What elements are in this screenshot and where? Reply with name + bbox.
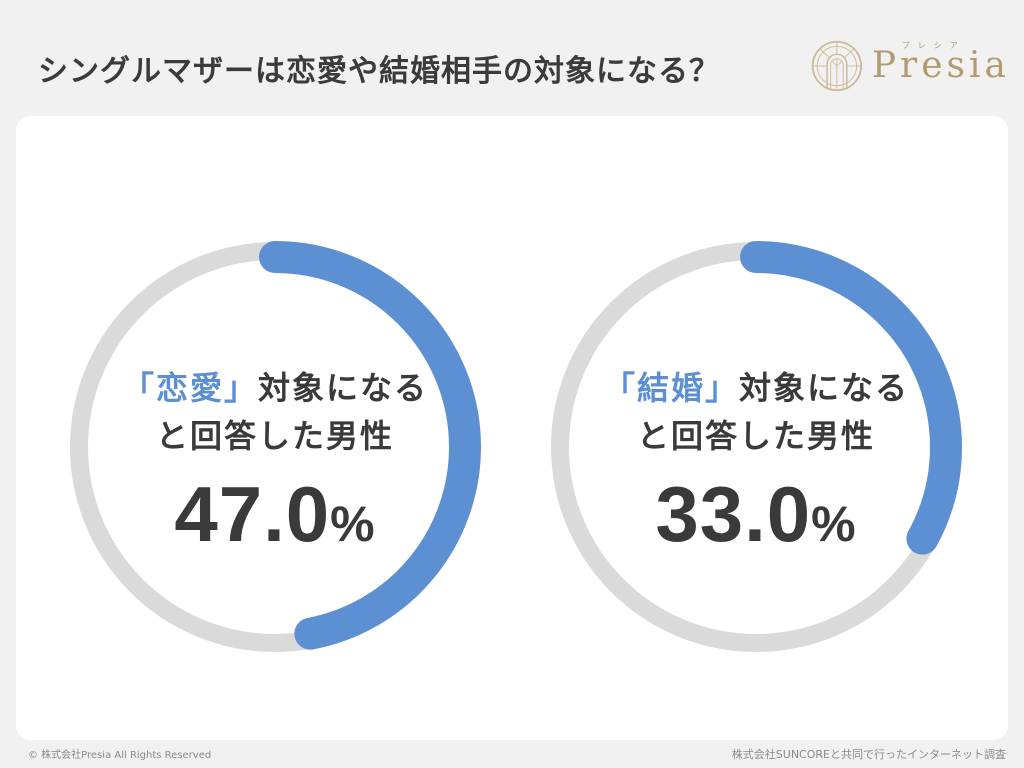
arched-window-icon: [811, 40, 863, 92]
label-rest: 対象になる: [258, 369, 429, 407]
donut-ring: [550, 241, 962, 653]
copyright-text: © 株式会社Presia All Rights Reserved: [28, 750, 212, 761]
value-unit: %: [811, 496, 857, 552]
source-note: 株式会社SUNCOREと共同で行ったインターネット調査: [731, 748, 1006, 761]
donut-ring: [69, 241, 481, 653]
logo-kana: プレシア: [901, 41, 966, 50]
value-unit: %: [330, 496, 376, 552]
donut-chart-romance: 「恋愛」対象になる と回答した男性 47.0%: [65, 237, 485, 657]
donut-chart-marriage: 「結婚」対象になる と回答した男性 33.0%: [546, 237, 966, 657]
ring-label: 「恋愛」対象になる と回答した男性 47.0%: [65, 237, 485, 657]
brand-logo: プレシア Presia: [810, 36, 1010, 96]
percent-value: 47.0%: [65, 469, 485, 560]
progress-arc: [69, 241, 481, 653]
keyword-label: 「恋愛」: [121, 369, 258, 407]
label-line2: と回答した男性: [636, 417, 875, 455]
page-title: シングルマザーは恋愛や結婚相手の対象になる？: [38, 54, 720, 89]
progress-arc: [550, 241, 962, 653]
value-number: 47.0: [174, 470, 331, 558]
value-number: 33.0: [655, 470, 812, 558]
logo-wordmark: Presia: [871, 45, 1010, 86]
keyword-label: 「結婚」: [602, 369, 739, 407]
label-rest: 対象になる: [739, 369, 910, 407]
percent-value: 33.0%: [546, 469, 966, 560]
ring-label: 「結婚」対象になる と回答した男性 33.0%: [546, 237, 966, 657]
label-line2: と回答した男性: [155, 417, 394, 455]
content-card: [16, 116, 1008, 740]
